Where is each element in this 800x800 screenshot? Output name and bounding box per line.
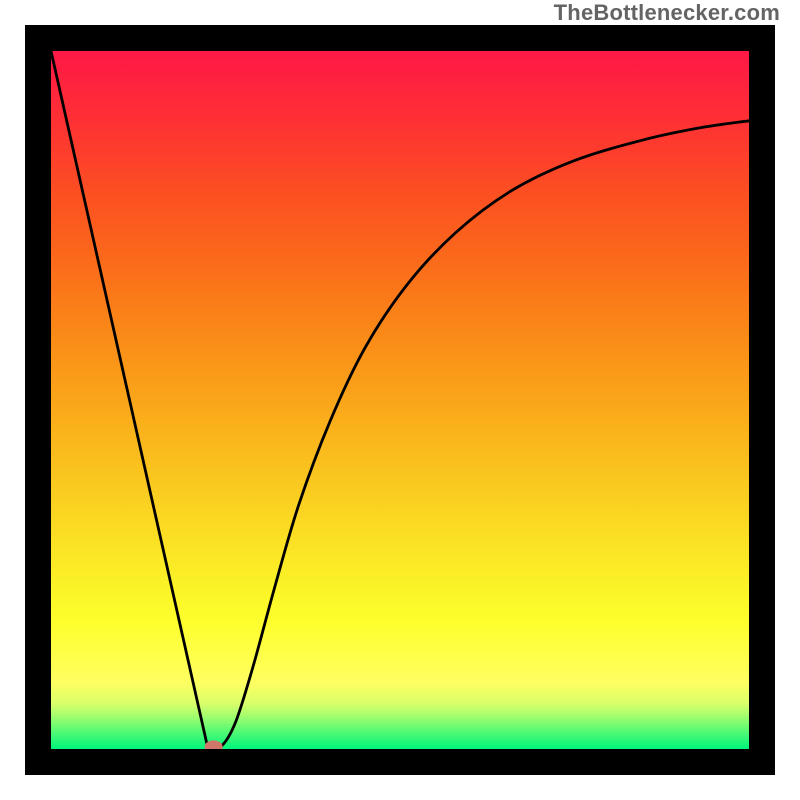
plot-background xyxy=(51,51,749,749)
watermark-text: TheBottlenecker.com xyxy=(554,0,780,26)
plot-area xyxy=(25,25,775,775)
chart-canvas: TheBottlenecker.com xyxy=(0,0,800,800)
plot-svg xyxy=(25,25,775,775)
